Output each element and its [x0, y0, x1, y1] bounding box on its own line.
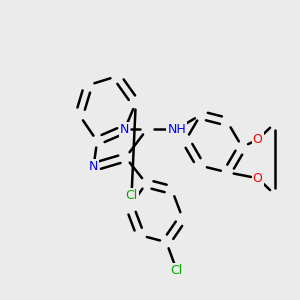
- Text: N: N: [120, 123, 129, 136]
- Text: Cl: Cl: [171, 264, 183, 277]
- Text: O: O: [253, 133, 262, 146]
- Text: NH: NH: [167, 123, 186, 136]
- Text: N: N: [89, 160, 98, 173]
- Text: O: O: [253, 172, 262, 185]
- Text: Cl: Cl: [125, 189, 138, 202]
